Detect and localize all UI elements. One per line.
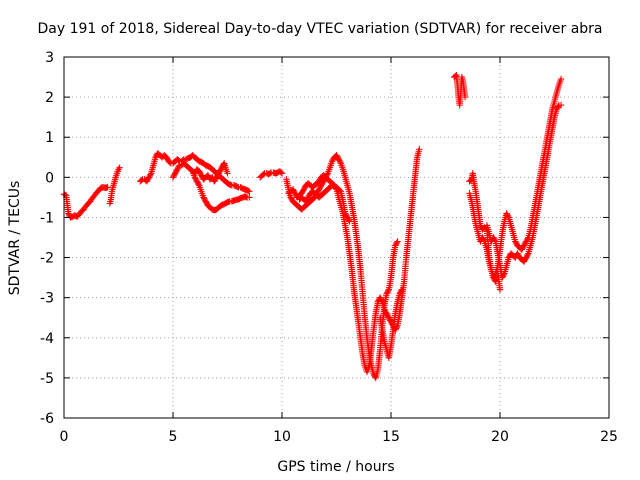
y-tick-label: 1 xyxy=(45,130,54,146)
data-point xyxy=(147,171,154,178)
data-point xyxy=(524,235,531,243)
y-tick-label: 2 xyxy=(45,90,54,106)
plot-frame xyxy=(63,56,610,419)
data-point xyxy=(246,188,253,195)
data-point xyxy=(278,170,286,177)
data-point xyxy=(346,218,353,225)
data-point xyxy=(393,239,401,247)
y-tick-labels: -6 -5 -4 -3 -2 -1 0 1 2 3 xyxy=(40,50,54,427)
y-tick-label: -3 xyxy=(40,291,54,307)
data-point xyxy=(245,187,252,194)
x-tick-label: 15 xyxy=(382,429,400,445)
y-tick-label: -2 xyxy=(40,251,54,267)
data-point xyxy=(491,236,499,244)
data-point xyxy=(195,180,202,188)
data-point xyxy=(116,164,123,171)
data-point xyxy=(398,286,406,293)
data-point xyxy=(500,271,507,279)
y-axis-label: SDTVAR / TECUs xyxy=(7,181,23,296)
data-point xyxy=(378,297,385,304)
data-point xyxy=(393,323,401,331)
y-tick-label: 0 xyxy=(45,170,54,186)
data-point xyxy=(336,158,344,166)
data-point xyxy=(480,236,488,244)
grid xyxy=(64,57,609,418)
y-tick-label: -5 xyxy=(40,371,54,387)
data-point xyxy=(234,183,241,190)
x-axis-label: GPS time / hours xyxy=(277,459,394,475)
y-tick-label: -4 xyxy=(40,331,54,347)
data-point xyxy=(246,194,253,201)
data-point xyxy=(461,93,469,101)
x-tick-label: 10 xyxy=(273,429,291,445)
chart-title: Day 191 of 2018, Sidereal Day-to-day VTE… xyxy=(37,21,602,37)
data-point xyxy=(416,146,423,153)
data-point xyxy=(175,163,183,170)
data-point xyxy=(345,216,353,224)
x-tick-label: 5 xyxy=(169,429,178,445)
data-point xyxy=(504,212,512,220)
data-point xyxy=(554,103,562,110)
data-point xyxy=(384,287,392,295)
data-point xyxy=(524,251,531,259)
data-point xyxy=(104,184,111,191)
data-point xyxy=(260,171,267,178)
data-point xyxy=(452,72,459,80)
data-point xyxy=(557,101,565,109)
y-tick-label: -6 xyxy=(40,411,54,427)
data-point xyxy=(397,287,405,295)
data-point xyxy=(224,170,231,177)
x-tick-label: 0 xyxy=(60,429,69,445)
data-point xyxy=(336,187,343,194)
data-point xyxy=(394,238,401,245)
y-tick-label: -1 xyxy=(40,210,54,226)
x-tick-labels: 0 5 10 15 20 25 xyxy=(60,429,618,445)
data-point xyxy=(467,177,474,184)
data-point xyxy=(557,75,565,83)
data-point xyxy=(496,286,504,293)
x-tick-label: 25 xyxy=(600,429,618,445)
data-markers xyxy=(60,71,565,382)
y-tick-label: 3 xyxy=(45,50,54,66)
data-point xyxy=(277,169,285,176)
axis-ticks xyxy=(63,56,610,419)
x-tick-label: 20 xyxy=(491,429,509,445)
